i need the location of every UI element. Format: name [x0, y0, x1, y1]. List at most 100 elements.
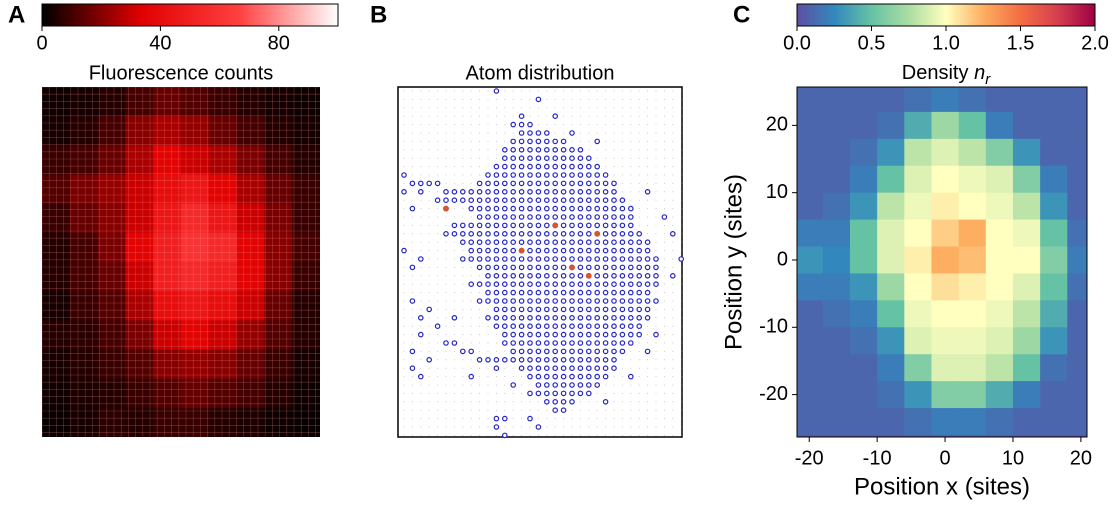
atom: [527, 289, 533, 296]
pixel: [264, 407, 293, 437]
atom: [543, 348, 550, 355]
y-tick-label: -20: [759, 383, 788, 405]
atom: [493, 163, 500, 170]
atom: [577, 205, 584, 212]
lattice-site: [487, 166, 489, 168]
lattice-site: [672, 376, 674, 378]
lattice-site: [470, 98, 472, 100]
lattice-site: [487, 342, 489, 344]
atom: [602, 172, 609, 178]
lattice-site: [445, 350, 447, 352]
lattice-site: [495, 392, 497, 394]
atom: [594, 239, 601, 246]
density-cell: [797, 87, 824, 113]
lattice-site: [663, 418, 665, 420]
atom: [594, 281, 601, 288]
lattice-site: [512, 115, 514, 117]
lattice-site: [563, 98, 565, 100]
lattice-site: [672, 384, 674, 386]
lattice-site: [521, 401, 523, 403]
lattice-site: [596, 409, 598, 411]
atom: [619, 348, 626, 355]
lattice-site: [403, 292, 405, 294]
lattice-site: [420, 426, 422, 428]
lattice-site: [621, 401, 623, 403]
lattice-site: [638, 418, 640, 420]
atom: [577, 155, 584, 162]
atom: [535, 231, 542, 237]
y-tick-label: -10: [759, 316, 788, 338]
lattice-site: [630, 367, 632, 369]
density-cell: [1012, 165, 1041, 194]
atom: [627, 256, 634, 262]
atom: [602, 264, 609, 271]
lattice-site: [420, 367, 422, 369]
lattice-site: [571, 107, 573, 109]
density-cell: [849, 246, 878, 274]
lattice-site: [663, 124, 665, 126]
atom: [485, 172, 491, 178]
lattice-site: [428, 434, 430, 436]
atom: [527, 138, 533, 145]
atom: [527, 239, 533, 246]
lattice-site: [621, 367, 623, 369]
atom: [552, 147, 559, 153]
atom: [560, 407, 567, 414]
lattice-site: [445, 258, 447, 260]
lattice-site: [487, 90, 489, 92]
lattice-site: [647, 409, 649, 411]
atom: [594, 382, 601, 388]
atom: [619, 331, 626, 338]
lattice-site: [403, 401, 405, 403]
atom: [585, 373, 592, 380]
atom: [560, 340, 567, 346]
atom: [543, 222, 550, 229]
lattice-site: [453, 409, 455, 411]
density-cell: [904, 219, 932, 248]
atom: [627, 306, 634, 313]
atom: [594, 247, 601, 254]
pixel: [292, 232, 320, 263]
atom: [619, 323, 626, 330]
atom: [485, 298, 491, 304]
atom: [527, 365, 533, 372]
atom: [543, 323, 550, 330]
density-cell: [985, 192, 1014, 221]
lattice-site: [672, 334, 674, 336]
atom: [585, 289, 592, 296]
lattice-site: [445, 434, 447, 436]
lattice-site: [621, 174, 623, 176]
atom: [493, 247, 500, 254]
atom: [543, 298, 550, 304]
atom: [518, 113, 525, 120]
atom: [577, 356, 584, 363]
lattice-site: [403, 132, 405, 134]
lattice-site: [504, 90, 506, 92]
atom: [501, 356, 508, 363]
lattice-site: [445, 98, 447, 100]
atom: [560, 231, 567, 237]
atom: [552, 348, 559, 355]
lattice-site: [445, 292, 447, 294]
lattice-site: [495, 140, 497, 142]
atom: [619, 247, 626, 254]
atom: [560, 348, 567, 355]
lattice-site: [420, 325, 422, 327]
atom: [518, 155, 525, 162]
density-cell: [1067, 246, 1087, 274]
lattice-site: [411, 107, 413, 109]
lattice-site: [672, 434, 674, 436]
lattice-site: [487, 149, 489, 151]
lattice-site: [621, 376, 623, 378]
lattice-site: [512, 367, 514, 369]
atom: [510, 214, 517, 220]
lattice-site: [621, 182, 623, 184]
density-cell: [822, 246, 851, 274]
atom: [510, 239, 517, 246]
atom: [426, 306, 433, 313]
atom: [535, 138, 542, 145]
atom: [510, 256, 517, 262]
lattice-site: [462, 283, 464, 285]
atom: [552, 306, 559, 313]
lattice-site: [495, 107, 497, 109]
